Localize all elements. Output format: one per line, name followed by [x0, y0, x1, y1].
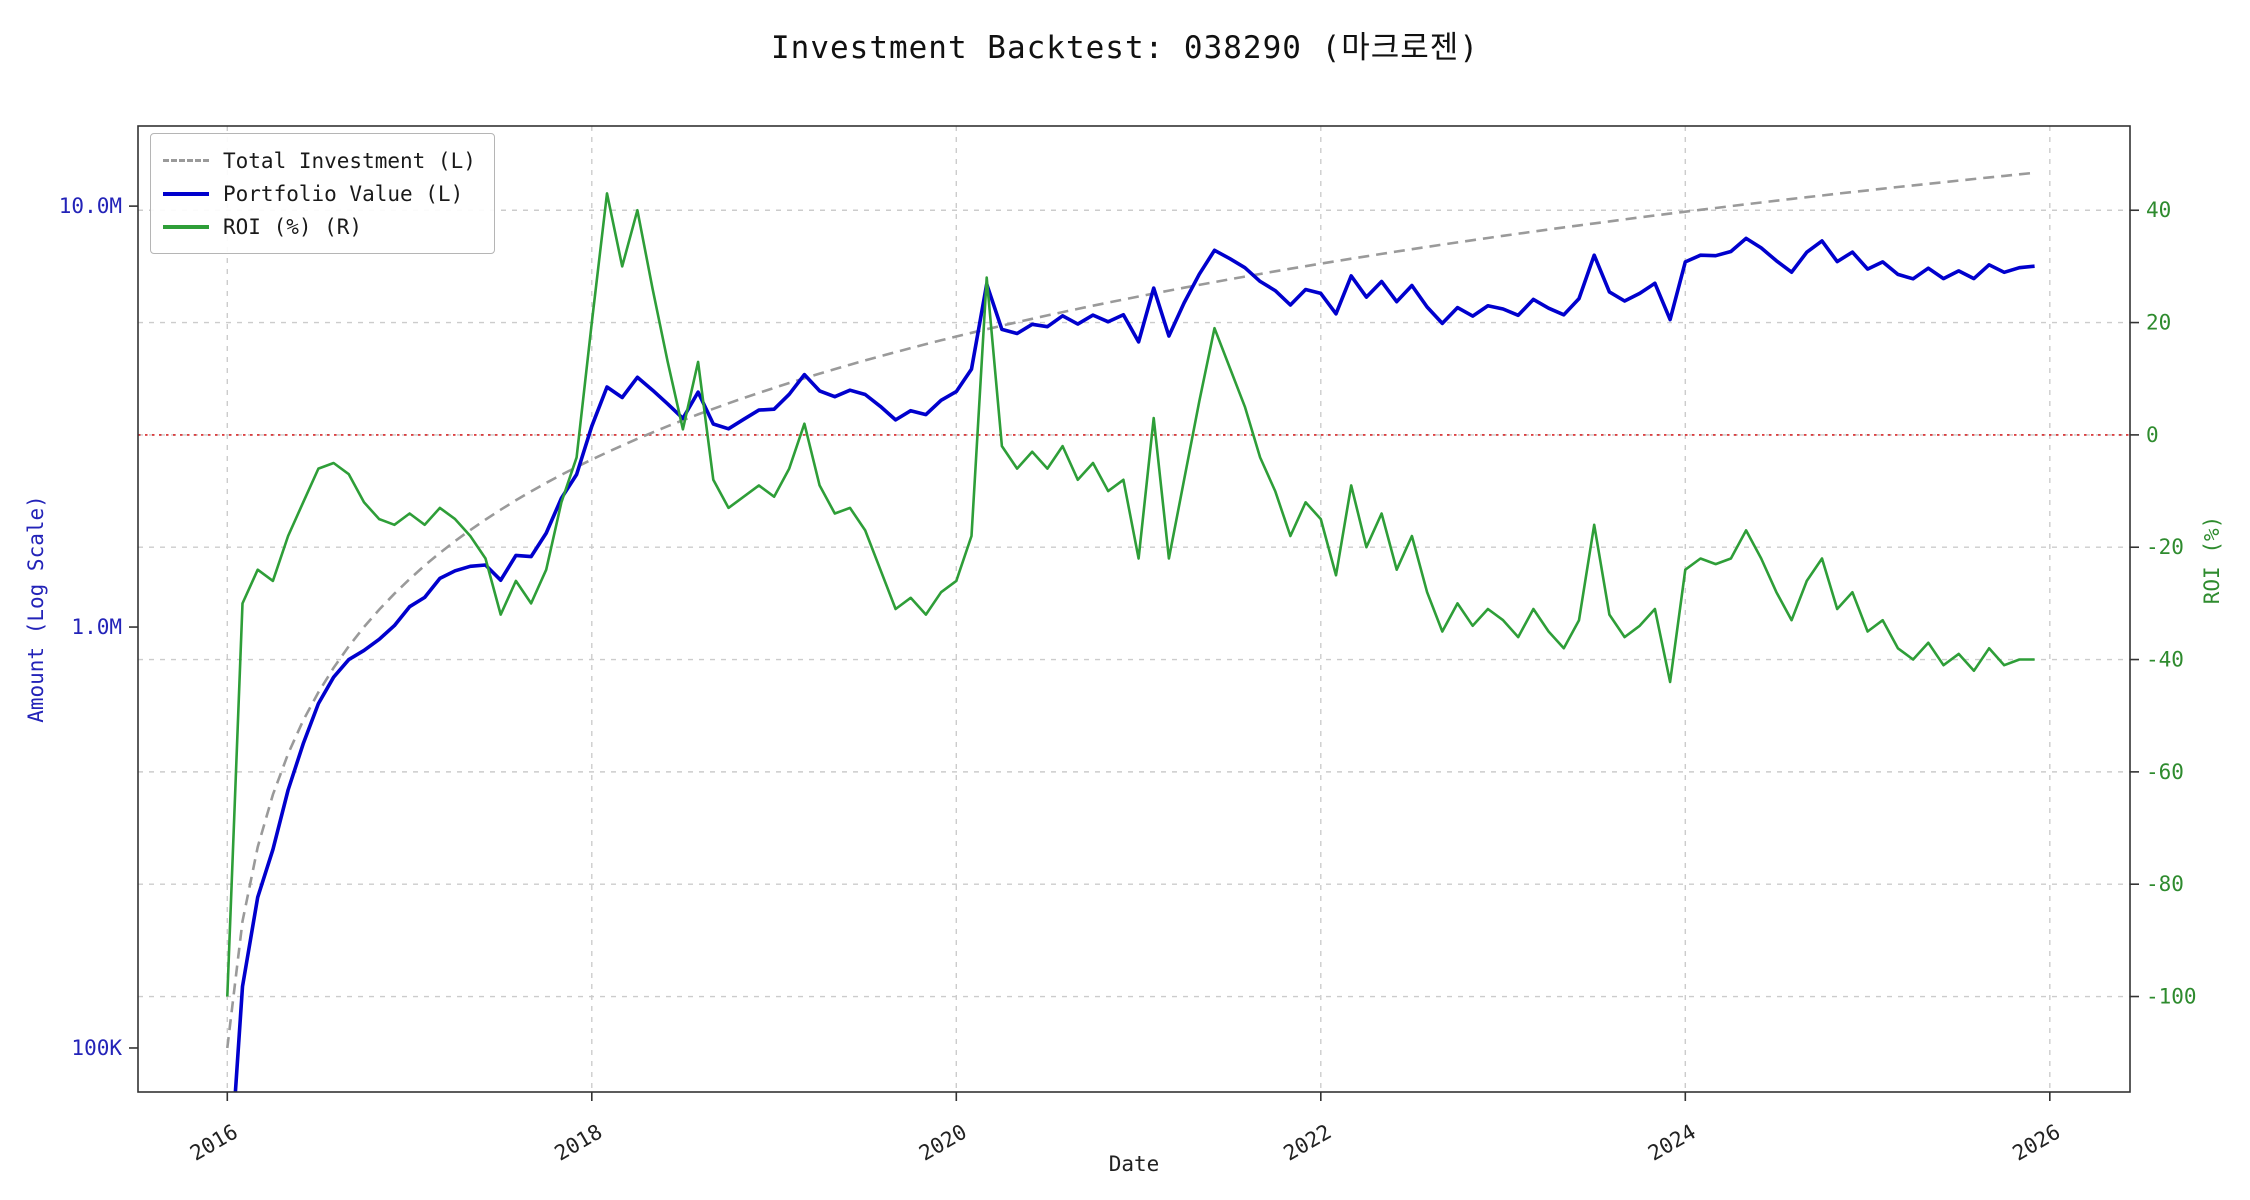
chart-title: Investment Backtest: 038290 (마크로젠) [771, 30, 1479, 66]
left-tick-label: 10.0M [59, 194, 122, 218]
legend-label: ROI (%) (R) [223, 214, 363, 239]
legend-label: Total Investment (L) [223, 148, 476, 173]
x-axis-label: Date [1108, 1152, 1160, 1176]
right-tick-label: -80 [2146, 872, 2184, 896]
legend-label: Portfolio Value (L) [223, 181, 464, 206]
gridlines [138, 126, 2130, 1092]
right-tick-label: 40 [2146, 198, 2171, 222]
right-axis-label: ROI (%) [2200, 515, 2224, 605]
left-tick-label: 1.0M [71, 615, 122, 639]
legend: Total Investment (L) Portfolio Value (L) R… [150, 133, 495, 254]
portfolio-value-line [233, 236, 2035, 1092]
right-tick-label: -20 [2146, 535, 2184, 559]
legend-line-sample [163, 224, 209, 229]
left-axis-label: Amount (Log Scale) [24, 495, 48, 723]
right-tick-label: -40 [2146, 648, 2184, 672]
legend-line-sample [163, 159, 209, 162]
series-group [226, 171, 2035, 1092]
legend-line-sample [163, 191, 209, 196]
total-investment-line [226, 171, 2035, 1049]
left-tick-label: 100K [71, 1036, 122, 1060]
legend-item: Portfolio Value (L) [163, 177, 476, 210]
legend-item: ROI (%) (R) [163, 210, 476, 243]
legend-item: Total Investment (L) [163, 144, 476, 177]
right-tick-label: -60 [2146, 760, 2184, 784]
right-tick-label: -100 [2146, 985, 2197, 1009]
right-tick-label: 0 [2146, 423, 2159, 447]
plot-border [137, 125, 2131, 1093]
roi-line [226, 192, 2035, 997]
right-tick-label: 20 [2146, 311, 2171, 335]
